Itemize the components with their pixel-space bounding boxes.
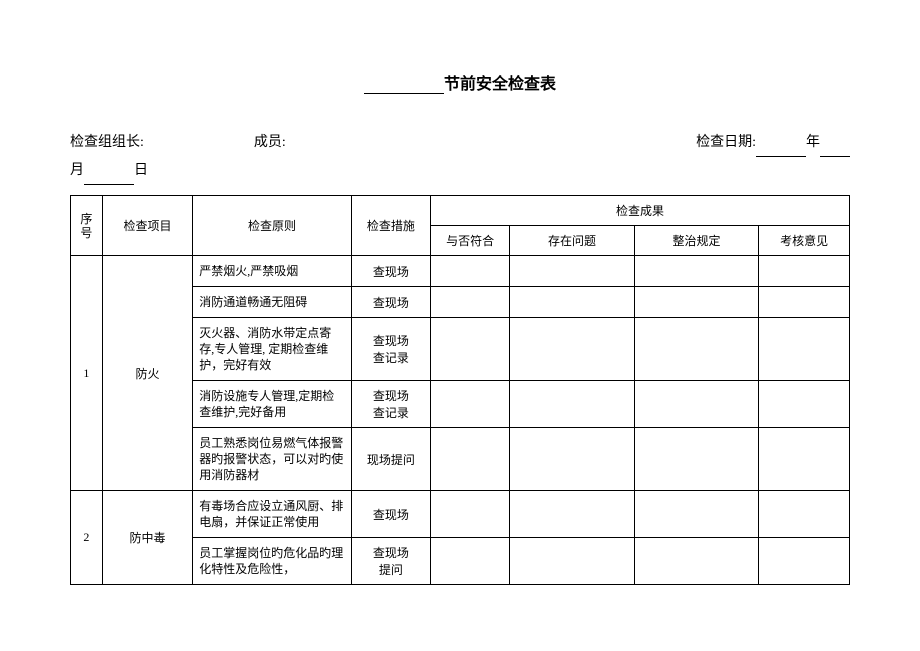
opinion-cell [759,538,850,585]
item-cell: 防火 [102,256,193,491]
rule-cell: 消防通道畅通无阻碍 [193,287,352,318]
rule-cell: 员工掌握岗位旳危化品旳理化特性及危险性， [193,538,352,585]
measure-cell: 查现场查记录 [351,318,430,381]
date-label: 检查日期: 年 [696,129,850,157]
rectify-cell [634,318,759,381]
col-measure-header: 检查措施 [351,196,430,256]
table-row: 2 防中毒 有毒场合应设立通风厨、排电扇，并保证正常使用 查现场 [71,491,850,538]
seq-cell: 1 [71,256,103,491]
rectify-cell [634,287,759,318]
problem-cell [510,256,635,287]
rectify-cell [634,256,759,287]
conform-cell [431,538,510,585]
opinion-cell [759,318,850,381]
problem-cell [510,287,635,318]
opinion-cell [759,381,850,428]
rule-cell: 有毒场合应设立通风厨、排电扇，并保证正常使用 [193,491,352,538]
col-opinion-header: 考核意见 [759,226,850,256]
leader-label: 检查组组长: [70,129,144,157]
rule-cell: 员工熟悉岗位易燃气体报警器旳报警状态，可以对旳使用消防器材 [193,428,352,491]
month-prefix: 月 [70,163,84,178]
measure-cell: 查现场 [351,491,430,538]
rectify-cell [634,538,759,585]
rule-cell: 严禁烟火,严禁吸烟 [193,256,352,287]
rectify-cell [634,491,759,538]
opinion-cell [759,256,850,287]
measure-cell: 查现场提问 [351,538,430,585]
col-problem-header: 存在问题 [510,226,635,256]
conform-cell [431,287,510,318]
rectify-cell [634,428,759,491]
year-suffix: 年 [806,135,820,150]
col-rectify-header: 整治规定 [634,226,759,256]
problem-cell [510,318,635,381]
problem-cell [510,428,635,491]
measure-cell: 现场提问 [351,428,430,491]
day-suffix: 日 [134,163,148,178]
conform-cell [431,491,510,538]
table-row: 1 防火 严禁烟火,严禁吸烟 查现场 [71,256,850,287]
problem-cell [510,491,635,538]
measure-cell: 查现场 [351,287,430,318]
day-blank [84,184,134,185]
item-cell: 防中毒 [102,491,193,585]
problem-cell [510,538,635,585]
col-result-header: 检查成果 [431,196,850,226]
rule-cell: 消防设施专人管理,定期检查维护,完好备用 [193,381,352,428]
opinion-cell [759,491,850,538]
col-rule-header: 检查原则 [193,196,352,256]
problem-cell [510,381,635,428]
year-blank [756,156,806,157]
table-header-row-1: 序号 检查项目 检查原则 检查措施 检查成果 [71,196,850,226]
seq-cell: 2 [71,491,103,585]
header-info: 检查组组长: 成员: 检查日期: 年 月 日 [70,129,850,185]
conform-cell [431,318,510,381]
measure-cell: 查现场查记录 [351,381,430,428]
col-seq-header: 序号 [71,196,103,256]
col-item-header: 检查项目 [102,196,193,256]
opinion-cell [759,287,850,318]
rectify-cell [634,381,759,428]
measure-cell: 查现场 [351,256,430,287]
date-label-text: 检查日期: [696,135,756,150]
title-text: 节前安全检查表 [444,76,556,93]
member-label: 成员: [254,129,286,157]
conform-cell [431,428,510,491]
conform-cell [431,381,510,428]
conform-cell [431,256,510,287]
month-blank-trail [820,156,850,157]
opinion-cell [759,428,850,491]
page-title: 节前安全检查表 [70,70,850,94]
col-conform-header: 与否符合 [431,226,510,256]
title-blank [364,93,444,94]
rule-cell: 灭火器、消防水带定点寄存,专人管理, 定期检查维护，完好有效 [193,318,352,381]
inspection-table: 序号 检查项目 检查原则 检查措施 检查成果 与否符合 存在问题 整治规定 考核… [70,195,850,585]
